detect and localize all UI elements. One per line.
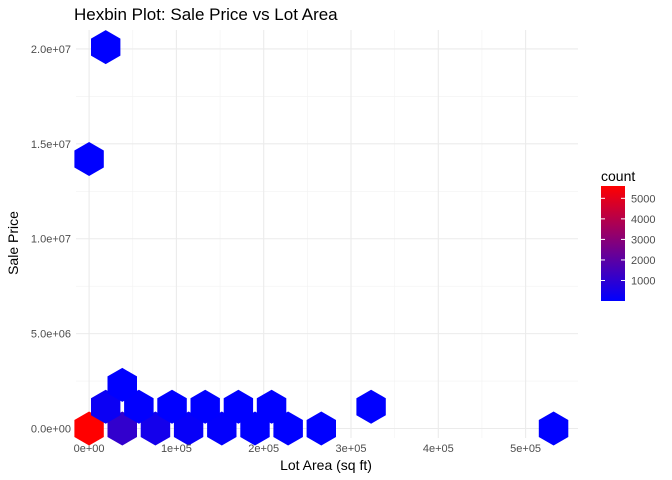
y-tick-label: 2.0e+07 bbox=[31, 44, 71, 56]
hex-bin bbox=[157, 389, 187, 424]
x-axis-title: Lot Area (sq ft) bbox=[280, 457, 372, 473]
legend-ticks: 1000 2000 3000 4000 5000 bbox=[601, 193, 655, 287]
hex-bin bbox=[207, 411, 237, 446]
x-tick-label: 1e+05 bbox=[161, 443, 192, 455]
hex-bin bbox=[538, 411, 569, 446]
hex-bin bbox=[190, 389, 220, 424]
x-axis-ticks: 0e+00 1e+05 2e+05 3e+05 4e+05 5e+05 bbox=[74, 443, 541, 455]
legend-title: count bbox=[601, 168, 635, 184]
hex-bin bbox=[74, 142, 104, 176]
y-tick-label: 0.0e+00 bbox=[31, 424, 71, 436]
y-tick-label: 1.0e+07 bbox=[31, 234, 71, 246]
chart-title: Hexbin Plot: Sale Price vs Lot Area bbox=[74, 5, 338, 24]
hex-bin bbox=[173, 411, 204, 446]
hex-bin bbox=[91, 30, 121, 65]
hex-bin bbox=[140, 411, 171, 446]
legend-tick-label: 4000 bbox=[631, 214, 655, 226]
x-tick-label: 5e+05 bbox=[510, 443, 541, 455]
hex-bin bbox=[91, 389, 121, 424]
legend-tick-label: 3000 bbox=[631, 234, 655, 246]
hex-bin bbox=[273, 411, 303, 446]
hex-bin bbox=[256, 389, 287, 424]
legend-tick-label: 1000 bbox=[631, 275, 655, 287]
hex-bin bbox=[107, 367, 137, 402]
x-tick-label: 0e+00 bbox=[74, 443, 105, 455]
y-tick-label: 1.5e+07 bbox=[31, 139, 71, 151]
x-tick-label: 2e+05 bbox=[248, 443, 279, 455]
hex-bin bbox=[240, 411, 270, 446]
legend-tick-label: 5000 bbox=[631, 193, 655, 205]
y-axis-ticks: 0.0e+00 5.0e+06 1.0e+07 1.5e+07 2.0e+07 bbox=[31, 44, 71, 436]
hex-bins bbox=[74, 30, 569, 446]
x-tick-label: 3e+05 bbox=[336, 443, 367, 455]
color-legend: count 1000 2000 3000 4000 5000 bbox=[601, 168, 655, 301]
legend-tick-label: 2000 bbox=[631, 255, 655, 267]
hex-bin bbox=[356, 389, 386, 424]
hex-bin bbox=[124, 389, 154, 424]
y-axis-title: Sale Price bbox=[5, 211, 21, 275]
x-tick-label: 4e+05 bbox=[423, 443, 454, 455]
legend-colorbar bbox=[601, 186, 625, 301]
y-tick-label: 5.0e+06 bbox=[31, 329, 71, 341]
hex-bin bbox=[107, 411, 137, 446]
minor-gridlines bbox=[76, 30, 578, 438]
hex-bin bbox=[223, 389, 254, 424]
hex-bin bbox=[306, 411, 336, 446]
hex-bin bbox=[74, 411, 104, 446]
